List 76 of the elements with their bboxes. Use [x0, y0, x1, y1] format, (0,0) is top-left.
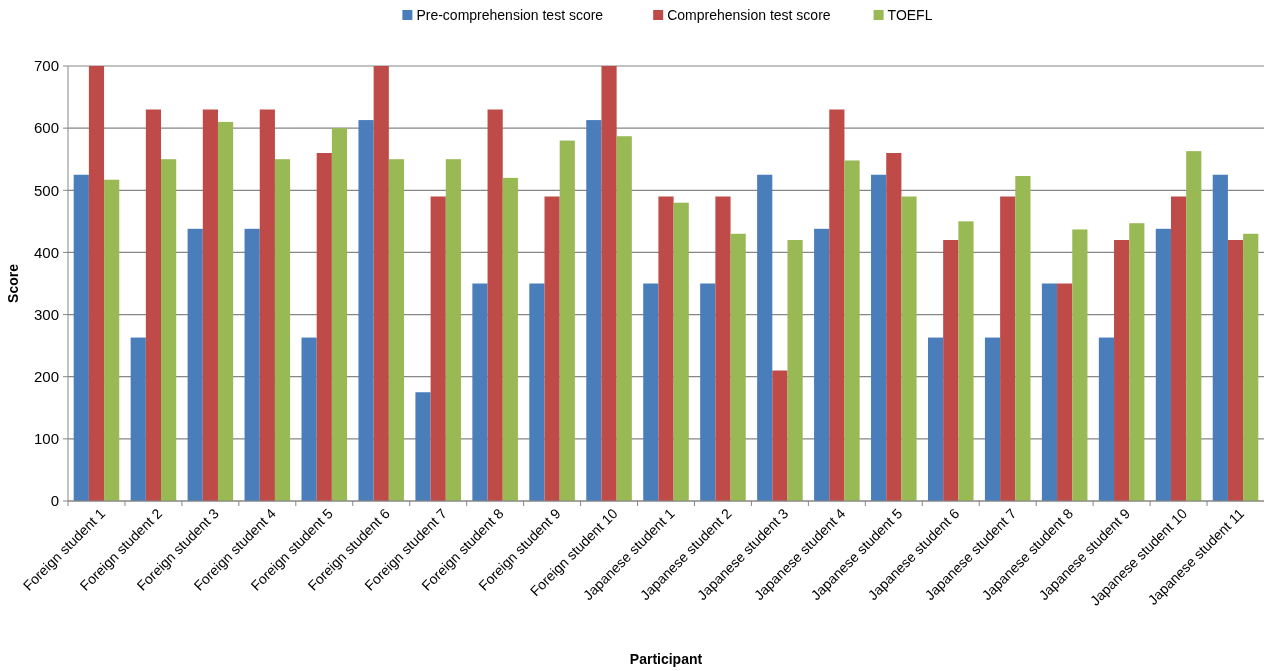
bar: [472, 283, 488, 501]
y-tick-label: 400: [33, 243, 59, 261]
bar: [1041, 283, 1058, 501]
bar: [901, 196, 917, 501]
bar: [1114, 240, 1130, 501]
y-tick-label: 0: [50, 492, 59, 510]
bar: [757, 174, 773, 501]
bar: [161, 159, 177, 501]
bar: [358, 120, 374, 501]
bar: [814, 228, 830, 501]
bar: [104, 179, 120, 501]
bar: [787, 240, 803, 501]
legend-label: TOEFL: [887, 7, 933, 24]
bar: [274, 159, 291, 501]
bar: [130, 337, 146, 501]
bar: [1129, 223, 1145, 501]
bar: [700, 283, 716, 501]
bar: [559, 140, 575, 501]
legend-label: Pre-comprehension test score: [416, 7, 604, 24]
bar: [244, 228, 260, 501]
bar: [1072, 229, 1088, 501]
bar: [601, 66, 617, 501]
bar: [1057, 283, 1073, 501]
bar: [586, 120, 602, 501]
bar: [1243, 233, 1259, 501]
bar: [388, 159, 405, 501]
y-axis-title: Score: [5, 263, 21, 303]
bar: [643, 283, 659, 501]
bar: [430, 196, 446, 501]
bar: [73, 174, 89, 501]
bar: [1227, 240, 1244, 501]
x-axis-title: Participant: [629, 651, 703, 667]
bar: [187, 228, 203, 501]
y-tick-label: 100: [33, 430, 59, 448]
y-tick-label: 200: [33, 367, 59, 385]
bar: [217, 121, 234, 501]
bar: [544, 196, 560, 501]
y-tick-label: 700: [33, 57, 59, 75]
bar: [1212, 174, 1228, 501]
bar: [715, 196, 731, 501]
bar: [202, 109, 218, 501]
bar: [1000, 196, 1016, 501]
bar: [331, 128, 348, 501]
bar: [502, 177, 518, 501]
bar: [772, 370, 788, 501]
bar: [886, 153, 902, 501]
y-tick-label: 500: [33, 181, 59, 199]
bar: [1155, 228, 1171, 501]
bar: [259, 109, 275, 501]
bar: [1098, 337, 1115, 501]
bar: [844, 160, 860, 501]
bar: [301, 337, 317, 501]
bar: [415, 392, 431, 501]
bar: [445, 159, 461, 501]
bar: [958, 221, 974, 501]
bar: [673, 202, 689, 501]
bar: [88, 66, 105, 501]
bar: [1015, 175, 1031, 501]
bar: [871, 174, 887, 501]
bar: [984, 337, 1001, 501]
bar: [487, 109, 503, 501]
legend-label: Comprehension test score: [667, 7, 831, 24]
bar: [730, 233, 746, 501]
bar: [943, 240, 959, 501]
bar: [529, 283, 545, 501]
bar: [145, 109, 162, 501]
bar: [373, 66, 389, 501]
bar: [829, 109, 845, 501]
y-tick-label: 600: [33, 119, 59, 137]
bar: [316, 153, 332, 501]
bar: [1186, 151, 1202, 501]
bar: [927, 337, 944, 501]
bar: [1170, 196, 1187, 501]
bar: [616, 136, 632, 501]
y-tick-label: 300: [33, 305, 59, 323]
bar: [658, 196, 674, 501]
